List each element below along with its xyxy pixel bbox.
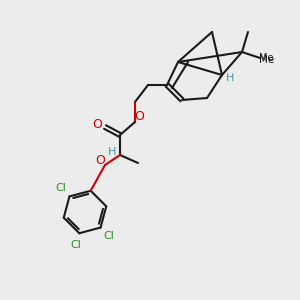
Text: Me: Me [260, 55, 274, 65]
Text: H: H [108, 147, 116, 157]
Text: O: O [92, 118, 102, 131]
Text: O: O [134, 110, 144, 124]
Text: Cl: Cl [71, 240, 82, 250]
Text: Cl: Cl [56, 183, 66, 193]
Text: H: H [226, 73, 234, 83]
Text: Cl: Cl [103, 231, 115, 241]
Text: Me: Me [259, 53, 273, 63]
Text: O: O [95, 154, 105, 166]
